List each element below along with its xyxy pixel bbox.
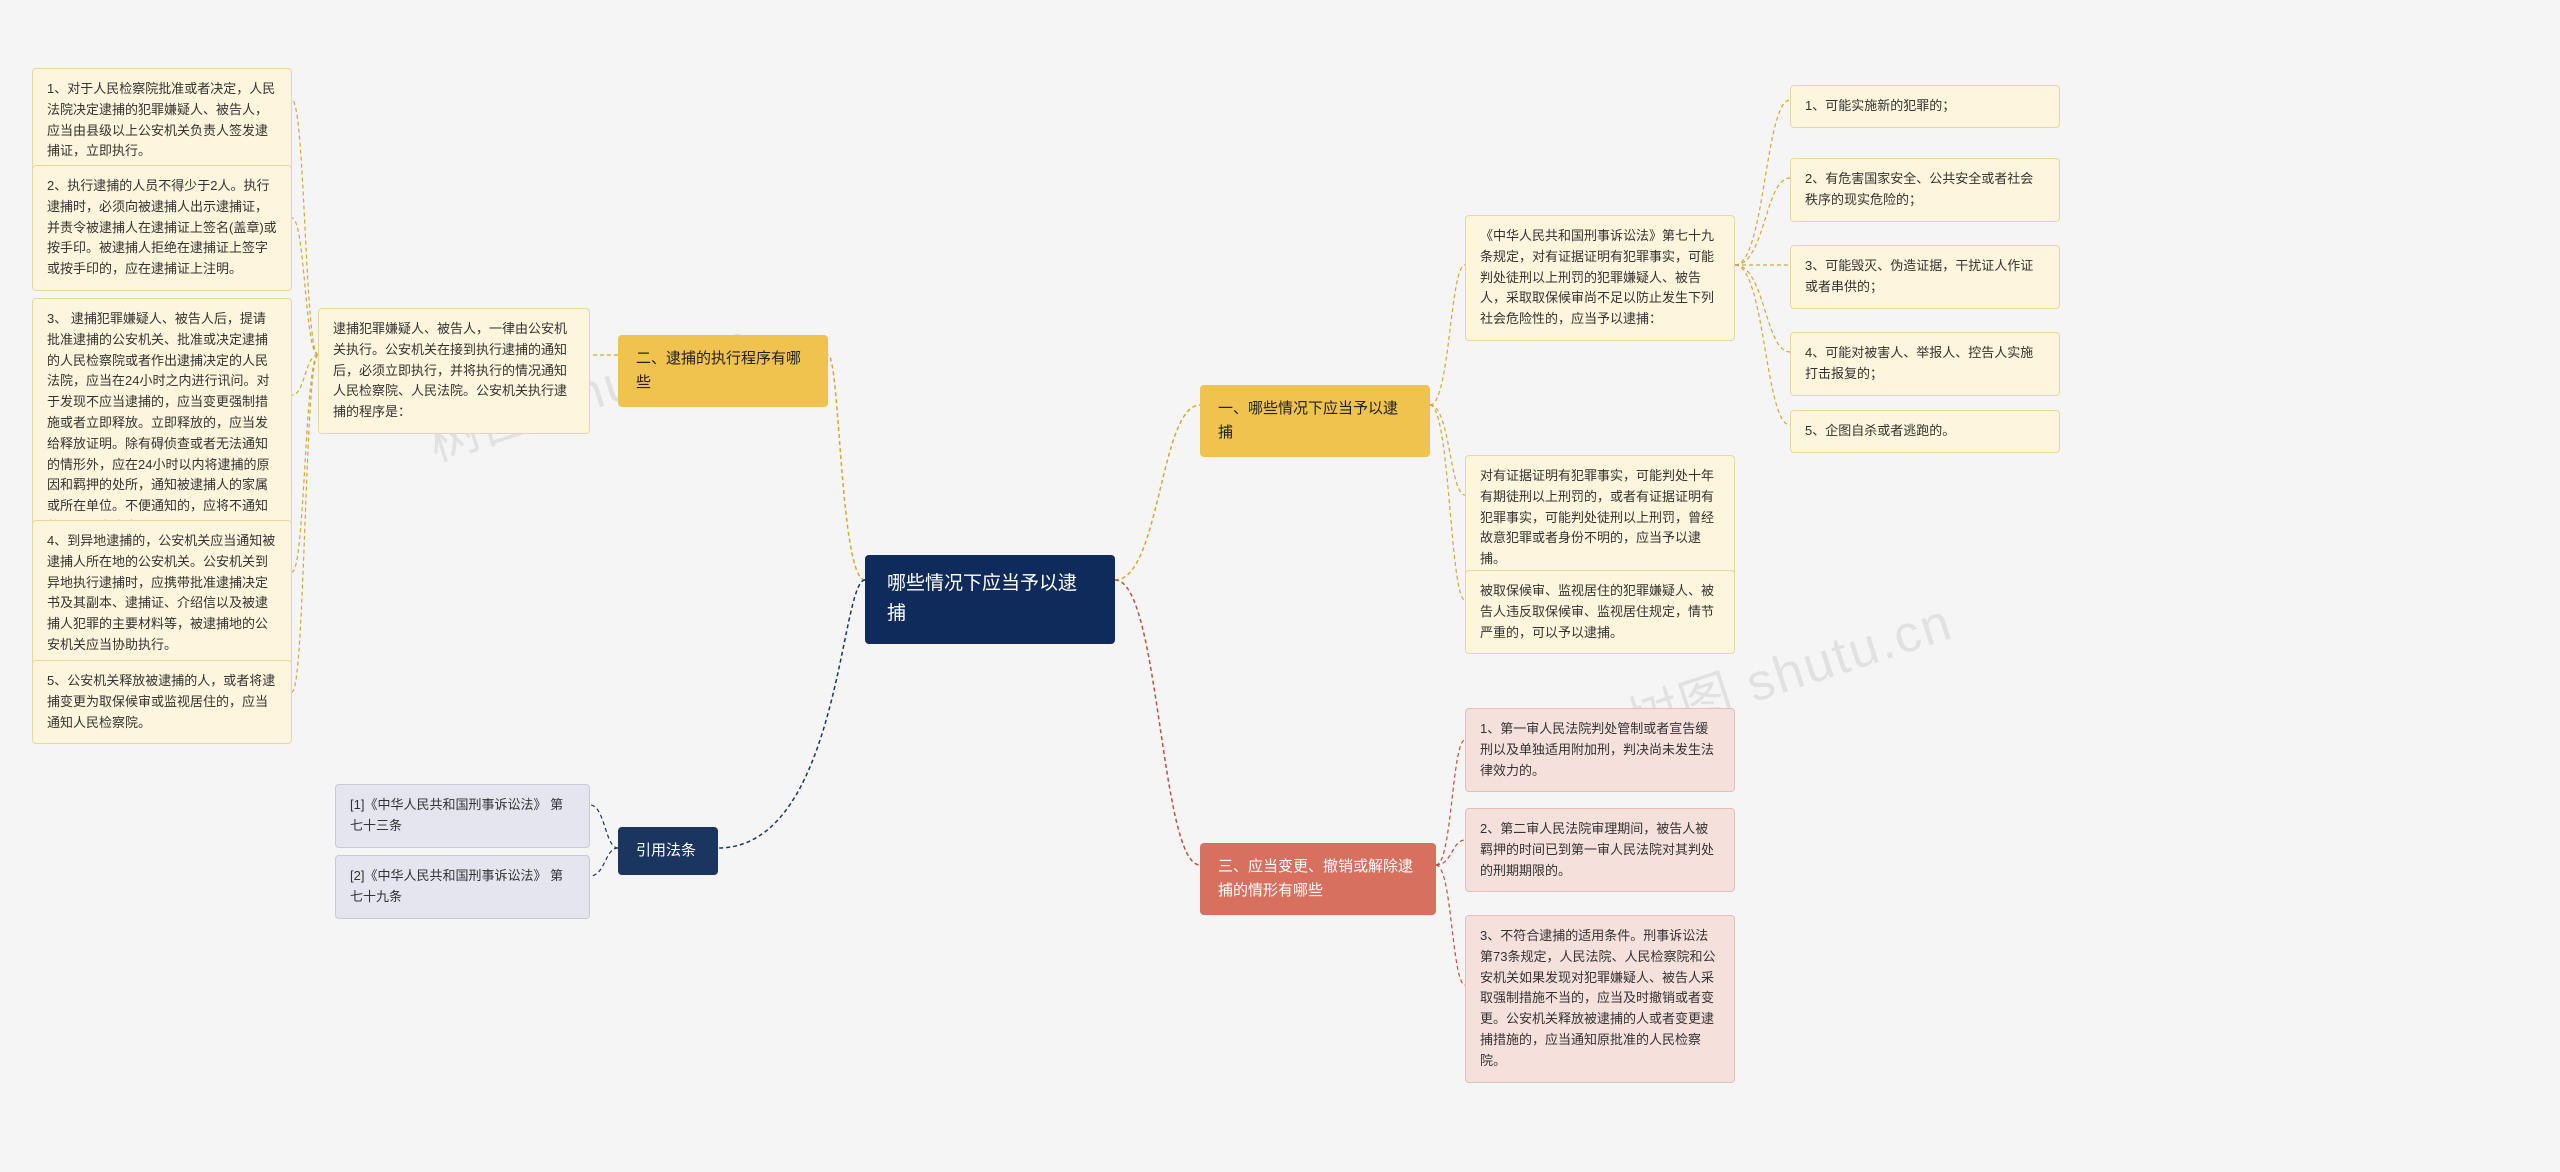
leaf-l2a[interactable]: 1、对于人民检察院批准或者决定，人民法院决定逮捕的犯罪嫌疑人、被告人，应当由县级… xyxy=(32,68,292,173)
leaf-l2m[interactable]: 逮捕犯罪嫌疑人、被告人，一律由公安机关执行。公安机关在接到执行逮捕的通知后，必须… xyxy=(318,308,590,434)
leaf-r3c[interactable]: 3、不符合逮捕的适用条件。刑事诉讼法第73条规定，人民法院、人民检察院和公安机关… xyxy=(1465,915,1735,1083)
leaf-r1a[interactable]: 《中华人民共和国刑事诉讼法》第七十九条规定，对有证据证明有犯罪事实，可能判处徒刑… xyxy=(1465,215,1735,341)
center-node[interactable]: 哪些情况下应当予以逮捕 xyxy=(865,555,1115,644)
leaf-r1a5[interactable]: 5、企图自杀或者逃跑的。 xyxy=(1790,410,2060,453)
leaf-r1a3[interactable]: 3、可能毁灭、伪造证据，干扰证人作证或者串供的； xyxy=(1790,245,2060,309)
branch-r3[interactable]: 三、应当变更、撤销或解除逮捕的情形有哪些 xyxy=(1200,843,1436,915)
leaf-r3a[interactable]: 1、第一审人民法院判处管制或者宣告缓刑以及单独适用附加刑，判决尚未发生法律效力的… xyxy=(1465,708,1735,792)
branch-l2[interactable]: 二、逮捕的执行程序有哪些 xyxy=(618,335,828,407)
leaf-l2b[interactable]: 2、执行逮捕的人员不得少于2人。执行逮捕时，必须向被逮捕人出示逮捕证，并责令被逮… xyxy=(32,165,292,291)
connector-lines xyxy=(0,0,2560,1172)
leaf-l2d[interactable]: 4、到异地逮捕的，公安机关应当通知被逮捕人所在地的公安机关。公安机关到异地执行逮… xyxy=(32,520,292,667)
leaf-l4a[interactable]: [1]《中华人民共和国刑事诉讼法》 第七十三条 xyxy=(335,784,590,848)
branch-r1[interactable]: 一、哪些情况下应当予以逮捕 xyxy=(1200,385,1430,457)
leaf-r1a1[interactable]: 1、可能实施新的犯罪的； xyxy=(1790,85,2060,128)
leaf-r1a2[interactable]: 2、有危害国家安全、公共安全或者社会秩序的现实危险的； xyxy=(1790,158,2060,222)
leaf-r1c[interactable]: 被取保候审、监视居住的犯罪嫌疑人、被告人违反取保候审、监视居住规定，情节严重的，… xyxy=(1465,570,1735,654)
branch-l4[interactable]: 引用法条 xyxy=(618,827,718,875)
leaf-r3b[interactable]: 2、第二审人民法院审理期间，被告人被羁押的时间已到第一审人民法院对其判处的刑期期… xyxy=(1465,808,1735,892)
leaf-l4b[interactable]: [2]《中华人民共和国刑事诉讼法》 第七十九条 xyxy=(335,855,590,919)
leaf-l2c[interactable]: 3、 逮捕犯罪嫌疑人、被告人后，提请批准逮捕的公安机关、批准或决定逮捕的人民检察… xyxy=(32,298,292,549)
leaf-l2e[interactable]: 5、公安机关释放被逮捕的人，或者将逮捕变更为取保候审或监视居住的，应当通知人民检… xyxy=(32,660,292,744)
leaf-r1b[interactable]: 对有证据证明有犯罪事实，可能判处十年有期徒刑以上刑罚的，或者有证据证明有犯罪事实… xyxy=(1465,455,1735,581)
leaf-r1a4[interactable]: 4、可能对被害人、举报人、控告人实施打击报复的； xyxy=(1790,332,2060,396)
